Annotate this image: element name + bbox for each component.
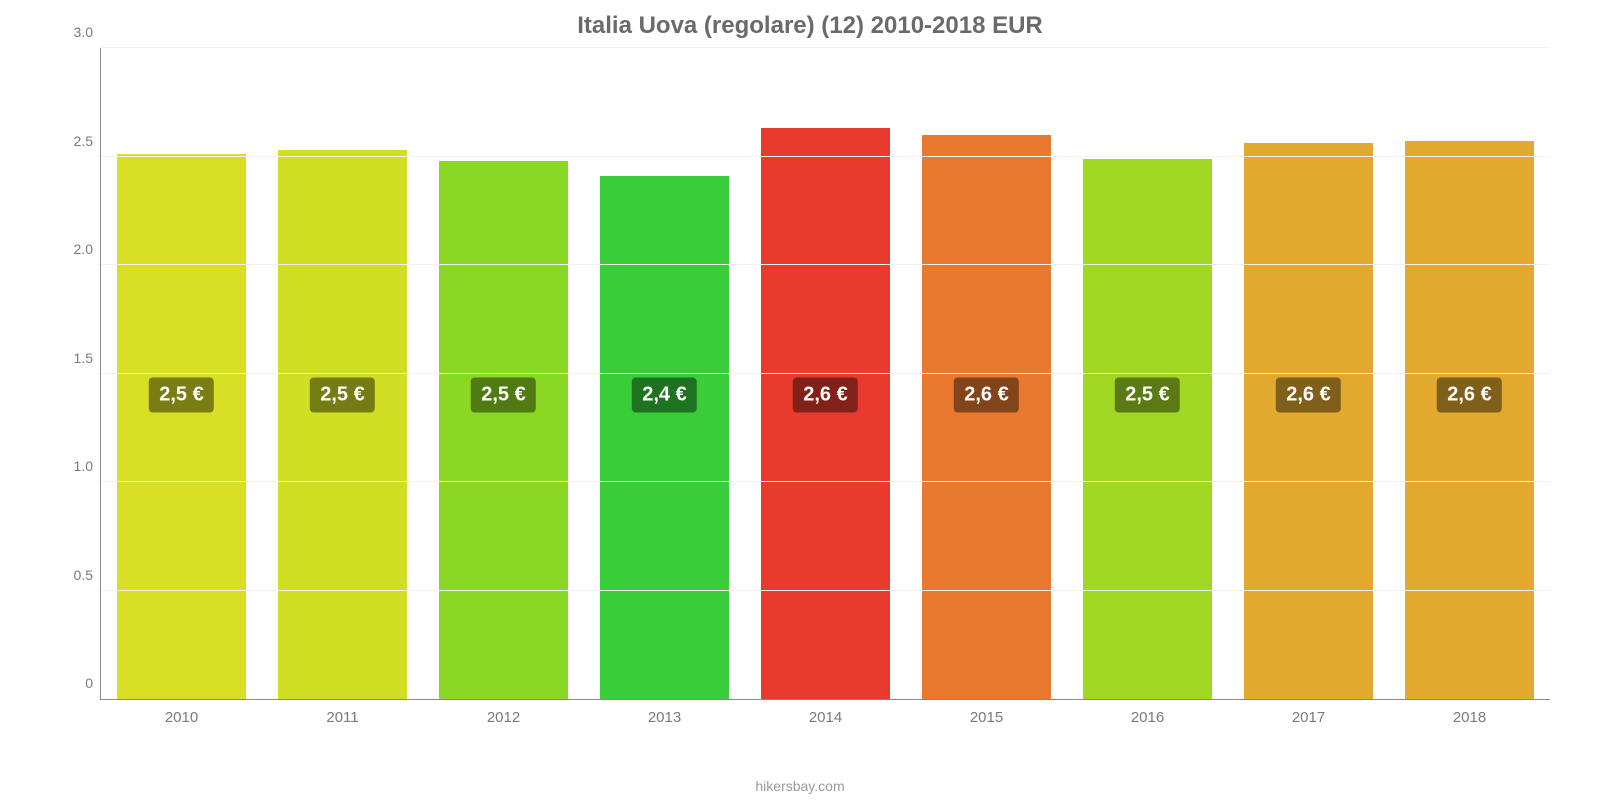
gridline [101,156,1550,157]
bar: 2,4 € [600,176,729,699]
source-caption: hikersbay.com [0,778,1600,794]
bar-value-label: 2,6 € [1276,378,1340,413]
ytick-label: 0.5 [74,567,101,583]
bar-value-label: 2,5 € [471,378,535,413]
ytick-label: 3.0 [74,24,101,40]
bar: 2,6 € [1405,141,1534,699]
bar: 2,6 € [761,128,890,699]
bars-container: 2,5 €20102,5 €20112,5 €20122,4 €20132,6 … [101,48,1550,699]
bar: 2,5 € [439,161,568,699]
bar-slot: 2,6 €2014 [745,48,906,699]
bar-value-label: 2,5 € [1115,378,1179,413]
xtick-label: 2014 [809,699,842,726]
ytick-label: 2.0 [74,241,101,257]
bar-slot: 2,6 €2015 [906,48,1067,699]
bar-value-label: 2,4 € [632,378,696,413]
bar: 2,6 € [922,135,1051,699]
gridline [101,481,1550,482]
bar-slot: 2,5 €2012 [423,48,584,699]
bar: 2,6 € [1244,143,1373,699]
bar-value-label: 2,6 € [1437,378,1501,413]
bar-slot: 2,5 €2011 [262,48,423,699]
xtick-label: 2011 [326,699,358,726]
gridline [101,590,1550,591]
gridline [101,264,1550,265]
bar: 2,5 € [278,150,407,699]
ytick-label: 0 [85,675,101,691]
chart-title: Italia Uova (regolare) (12) 2010-2018 EU… [60,12,1560,40]
bar-slot: 2,5 €2016 [1067,48,1228,699]
bar-slot: 2,6 €2017 [1228,48,1389,699]
bar: 2,5 € [117,154,246,699]
xtick-label: 2017 [1292,699,1325,726]
bar-slot: 2,5 €2010 [101,48,262,699]
xtick-label: 2016 [1131,699,1164,726]
bar-slot: 2,4 €2013 [584,48,745,699]
plot-area: 2,5 €20102,5 €20112,5 €20122,4 €20132,6 … [100,48,1550,700]
xtick-label: 2015 [970,699,1003,726]
xtick-label: 2018 [1453,699,1486,726]
ytick-label: 1.0 [74,458,101,474]
ytick-label: 2.5 [74,133,101,149]
ytick-label: 1.5 [74,350,101,366]
bar: 2,5 € [1083,159,1212,699]
gridline [101,373,1550,374]
bar-value-label: 2,5 € [149,378,213,413]
xtick-label: 2010 [165,699,198,726]
price-bar-chart: Italia Uova (regolare) (12) 2010-2018 EU… [0,0,1600,800]
gridline [101,47,1550,48]
bar-value-label: 2,6 € [793,378,857,413]
plot-region: 2,5 €20102,5 €20112,5 €20122,4 €20132,6 … [60,48,1560,728]
xtick-label: 2013 [648,699,681,726]
xtick-label: 2012 [487,699,520,726]
bar-slot: 2,6 €2018 [1389,48,1550,699]
bar-value-label: 2,5 € [310,378,374,413]
bar-value-label: 2,6 € [954,378,1018,413]
